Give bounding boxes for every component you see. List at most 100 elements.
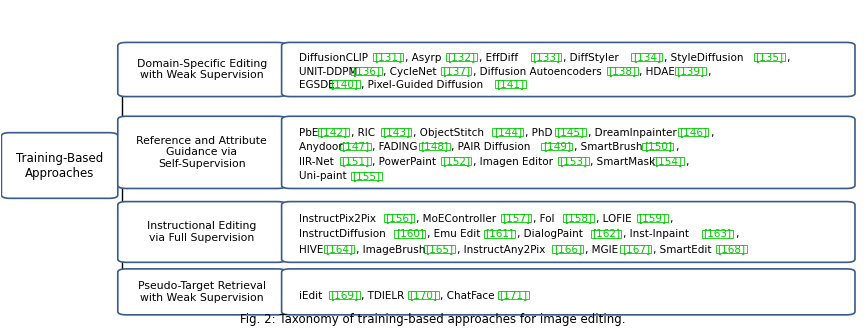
Text: Training-Based
Approaches: Training-Based Approaches [16,152,103,179]
Text: , MoEController: , MoEController [416,214,499,224]
FancyBboxPatch shape [446,53,477,61]
Text: [156]: [156] [385,213,413,223]
Text: [132]: [132] [447,52,476,62]
FancyBboxPatch shape [677,128,708,136]
FancyBboxPatch shape [318,128,349,136]
Text: [171]: [171] [499,290,528,300]
FancyBboxPatch shape [329,291,360,299]
Text: HIVE: HIVE [298,245,326,255]
Text: , SmartMask: , SmartMask [590,157,659,167]
Text: ,: , [786,53,790,63]
FancyBboxPatch shape [329,80,360,88]
Text: ,: , [710,128,714,138]
FancyBboxPatch shape [381,128,412,136]
Text: Fig. 2: Taxonomy of training-based approaches for image editing.: Fig. 2: Taxonomy of training-based appro… [240,313,625,326]
FancyBboxPatch shape [631,53,662,61]
FancyBboxPatch shape [373,53,403,61]
FancyBboxPatch shape [541,143,572,151]
Text: , CycleNet: , CycleNet [383,67,440,76]
FancyBboxPatch shape [675,67,706,75]
Text: [170]: [170] [409,290,438,300]
FancyBboxPatch shape [340,143,370,151]
Text: [146]: [146] [679,127,707,137]
FancyBboxPatch shape [620,245,651,253]
FancyBboxPatch shape [419,143,450,151]
Text: Uni-paint: Uni-paint [298,171,349,181]
Text: , Diffusion Autoencoders: , Diffusion Autoencoders [473,67,606,76]
Text: [165]: [165] [426,244,454,254]
Text: [162]: [162] [592,229,620,239]
Text: , DiffStyler: , DiffStyler [563,53,622,63]
Text: ,: , [686,157,689,167]
FancyBboxPatch shape [563,214,594,222]
Text: [167]: [167] [622,244,650,254]
FancyBboxPatch shape [558,157,588,165]
Text: [143]: [143] [382,127,410,137]
Text: [145]: [145] [556,127,585,137]
FancyBboxPatch shape [484,230,515,238]
Text: [168]: [168] [717,244,746,254]
Text: [142]: [142] [319,127,348,137]
Text: [149]: [149] [542,142,571,152]
Text: , FoI: , FoI [533,214,558,224]
Text: [141]: [141] [497,79,525,89]
Text: [138]: [138] [608,66,637,76]
FancyBboxPatch shape [553,245,583,253]
Text: iEdit: iEdit [298,291,325,301]
FancyBboxPatch shape [716,245,746,253]
FancyBboxPatch shape [425,245,455,253]
Text: [153]: [153] [559,156,587,166]
Text: , Emu Edit: , Emu Edit [427,229,484,239]
Text: , FADING: , FADING [373,142,421,152]
Text: , TDIELR: , TDIELR [362,291,408,301]
Text: , DreamInpainter: , DreamInpainter [587,128,680,138]
Text: [137]: [137] [442,66,470,76]
FancyBboxPatch shape [351,67,381,75]
Text: Reference and Attribute
Guidance via
Self-Supervision: Reference and Attribute Guidance via Sel… [137,136,267,169]
FancyBboxPatch shape [324,245,355,253]
FancyBboxPatch shape [118,202,286,262]
Text: Anydoor: Anydoor [298,142,346,152]
FancyBboxPatch shape [440,67,471,75]
Text: , ObjectStitch: , ObjectStitch [413,128,488,138]
Text: [163]: [163] [703,229,732,239]
Text: , LOFIE: , LOFIE [596,214,635,224]
Text: , PhD: , PhD [525,128,555,138]
FancyBboxPatch shape [498,291,529,299]
Text: [154]: [154] [655,156,682,166]
FancyBboxPatch shape [282,202,855,262]
Text: InstructPix2Pix: InstructPix2Pix [298,214,379,224]
Text: [133]: [133] [532,52,560,62]
Text: ,: , [734,229,738,239]
FancyBboxPatch shape [637,214,668,222]
Text: [148]: [148] [420,142,448,152]
Text: , DialogPaint: , DialogPaint [516,229,586,239]
FancyBboxPatch shape [394,230,425,238]
FancyBboxPatch shape [282,42,855,97]
Text: , SmartBrush: , SmartBrush [574,142,645,152]
FancyBboxPatch shape [118,269,286,315]
FancyBboxPatch shape [653,157,684,165]
Text: [140]: [140] [330,79,358,89]
FancyBboxPatch shape [440,157,471,165]
Text: [157]: [157] [502,213,530,223]
FancyBboxPatch shape [492,128,523,136]
Text: , StyleDiffusion: , StyleDiffusion [663,53,746,63]
Text: , InstructAny2Pix: , InstructAny2Pix [457,245,548,255]
Text: [160]: [160] [396,229,424,239]
Text: ,: , [708,67,711,76]
Text: [151]: [151] [341,156,369,166]
Text: [136]: [136] [352,66,381,76]
FancyBboxPatch shape [118,42,286,97]
FancyBboxPatch shape [643,143,673,151]
Text: [169]: [169] [330,290,358,300]
Text: , ImageBrush: , ImageBrush [356,245,429,255]
Text: , ChatFace: , ChatFace [440,291,498,301]
Text: , PAIR Diffusion: , PAIR Diffusion [452,142,534,152]
FancyBboxPatch shape [702,230,733,238]
FancyBboxPatch shape [555,128,586,136]
Text: [144]: [144] [494,127,522,137]
Text: , PowerPaint: , PowerPaint [373,157,439,167]
Text: IIR-Net: IIR-Net [298,157,336,167]
Text: Pseudo-Target Retrieval
with Weak Supervision: Pseudo-Target Retrieval with Weak Superv… [138,281,266,303]
